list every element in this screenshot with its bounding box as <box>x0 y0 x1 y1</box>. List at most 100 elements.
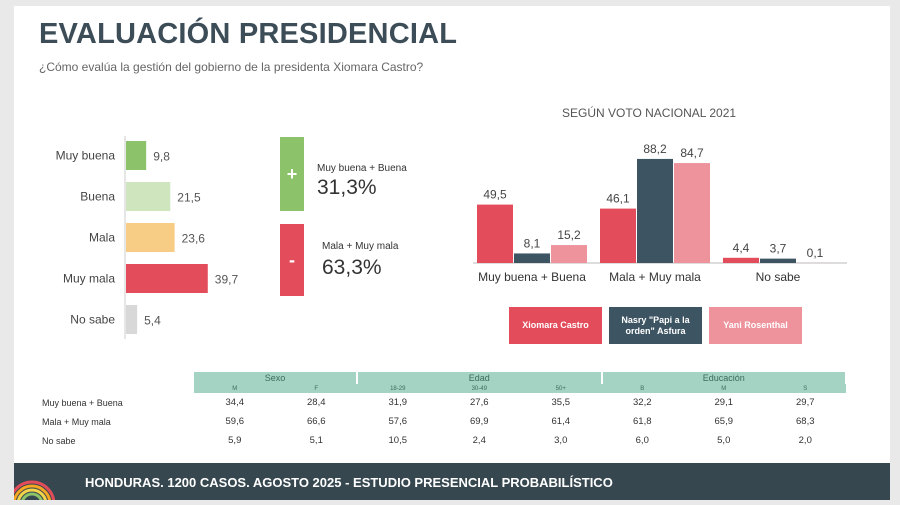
crosstab-column-label: M <box>194 384 276 393</box>
table-cell: 2,0 <box>798 435 812 446</box>
table-cell: 61,4 <box>551 416 571 427</box>
vote-bar-chart: 49,5 8,1 15,2 Muy buena + Buena 46,1 88,2 84,7… <box>473 142 847 284</box>
crosstab-group-label: Sexo <box>194 372 358 384</box>
data-label: 88,2 <box>643 142 667 156</box>
table-cell: 6,0 <box>635 435 649 446</box>
table-cell: 59,6 <box>225 416 245 427</box>
bar <box>723 257 759 263</box>
data-label: 49,5 <box>483 188 507 202</box>
data-label: 23,6 <box>182 232 206 246</box>
data-label: 15,2 <box>557 228 581 242</box>
data-label: 39,7 <box>215 273 239 287</box>
category-label: Mala + Muy mala <box>609 270 701 284</box>
category-label: Muy buena <box>56 149 116 163</box>
crosstab-column-label: B <box>601 384 683 393</box>
table-cell: 32,2 <box>633 397 652 408</box>
bar <box>637 158 673 263</box>
table-cell: 66,6 <box>307 416 326 427</box>
minus-icon: - <box>280 224 304 296</box>
table-cell: 68,3 <box>796 416 815 427</box>
category-label: Mala <box>89 231 115 245</box>
category-label: Buena <box>80 190 115 204</box>
footer-text: HONDURAS. 1200 CASOS. AGOSTO 2025 - ESTU… <box>85 475 613 490</box>
crosstab-column-label: M <box>683 384 765 393</box>
bar <box>514 253 550 263</box>
table-cell: 34,4 <box>225 397 245 408</box>
data-label: 0,1 <box>807 246 824 260</box>
bar <box>551 245 587 263</box>
table-cell: 27,6 <box>470 397 489 408</box>
bar <box>674 163 710 263</box>
crosstab-column-label: S <box>764 384 846 393</box>
table-cell: 65,9 <box>714 416 734 427</box>
table-cell: 2,4 <box>472 435 486 446</box>
table-cell: 28,4 <box>307 397 326 408</box>
positive-summary-value: 31,3% <box>317 176 377 199</box>
data-label: 46,1 <box>606 192 630 206</box>
page-title: EVALUACIÓN PRESIDENCIAL <box>39 18 458 50</box>
table-cell: 69,9 <box>470 416 489 427</box>
bar <box>126 223 175 252</box>
vote-chart-title: SEGÚN VOTO NACIONAL 2021 <box>562 106 737 120</box>
crosstab-group-label: Educación <box>601 372 847 384</box>
rainbow-logo-icon <box>14 480 56 500</box>
bar <box>126 305 138 334</box>
crosstab-column-label: F <box>275 384 357 393</box>
data-label: 21,5 <box>177 191 201 205</box>
negative-summary-value: 63,3% <box>322 256 382 279</box>
table-cell: 29,1 <box>714 397 734 408</box>
legend-label: Yani Rosenthal <box>723 320 788 330</box>
data-label: 84,7 <box>680 146 704 160</box>
page-subtitle: ¿Cómo evalúa la gestión del gobierno de … <box>39 60 424 74</box>
table-cell: 29,7 <box>796 397 815 408</box>
bar <box>477 204 513 263</box>
category-label: No sabe <box>70 313 115 327</box>
crosstab-column-label: 50+ <box>520 384 602 393</box>
legend-label: Xiomara Castro <box>522 320 589 330</box>
data-label: 5,4 <box>144 314 161 328</box>
data-label: 4,4 <box>733 241 750 255</box>
table-row: No sabe 5,9 5,1 10,5 2,4 3,0 6,0 5,0 2,0 <box>42 431 846 450</box>
row-label: Mala + Muy mala <box>42 416 111 427</box>
bar <box>126 182 171 211</box>
crosstab-column-label: 30-49 <box>438 384 520 393</box>
crosstab-table: Sexo Edad Educación M F 18-29 30-49 50+ B M S Muy… <box>42 372 847 450</box>
positive-summary-label: Muy buena + Buena <box>317 163 407 174</box>
table-cell: 5,0 <box>717 435 731 446</box>
data-label: 3,7 <box>770 242 787 256</box>
legend-item-asfura: Nasry "Papi a la orden" Asfura <box>609 307 702 344</box>
bar <box>760 258 796 263</box>
row-label: Muy buena + Buena <box>42 397 123 408</box>
slide: EVALUACIÓN PRESIDENCIAL ¿Cómo evalúa la … <box>14 6 890 500</box>
legend-label: Nasry "Papi a la orden" Asfura <box>621 314 690 336</box>
data-label: 8,1 <box>524 236 541 250</box>
legend-item-castro: Xiomara Castro <box>509 307 602 344</box>
crosstab-group-header: Sexo Edad Educación <box>42 372 847 384</box>
bar <box>126 264 208 293</box>
legend-item-rosenthal: Yani Rosenthal <box>709 307 802 344</box>
footer-bar: HONDURAS. 1200 CASOS. AGOSTO 2025 - ESTU… <box>14 463 890 500</box>
category-label: Muy buena + Buena <box>478 270 586 284</box>
table-cell: 3,0 <box>554 435 568 446</box>
table-cell: 5,1 <box>309 435 323 446</box>
evaluation-bar-chart: Muy buena 9,8 Buena 21,5 Mala 23,6 Muy mala 39,… <box>56 136 239 339</box>
crosstab-group-label: Edad <box>357 372 603 384</box>
table-row: Muy buena + Buena 34,4 28,4 31,9 27,6 35,5 32,… <box>42 393 846 412</box>
row-label: No sabe <box>42 435 76 446</box>
table-cell: 31,9 <box>388 397 408 408</box>
bar <box>600 208 636 263</box>
category-label: Muy mala <box>63 272 115 286</box>
category-label: No sabe <box>756 270 801 284</box>
crosstab-column-label: 18-29 <box>357 384 439 393</box>
table-cell: 57,6 <box>388 416 408 427</box>
plus-icon: + <box>280 137 304 211</box>
table-cell: 35,5 <box>551 397 571 408</box>
table-cell: 5,9 <box>228 435 242 446</box>
bar <box>126 141 147 170</box>
data-label: 9,8 <box>153 150 170 164</box>
table-row: Mala + Muy mala 59,6 66,6 57,6 69,9 61,4 61,8 6… <box>42 412 846 431</box>
negative-summary-label: Mala + Muy mala <box>322 241 399 252</box>
table-cell: 10,5 <box>388 435 408 446</box>
crosstab-column-header: M F 18-29 30-49 50+ B M S <box>42 384 846 393</box>
table-cell: 61,8 <box>633 416 652 427</box>
